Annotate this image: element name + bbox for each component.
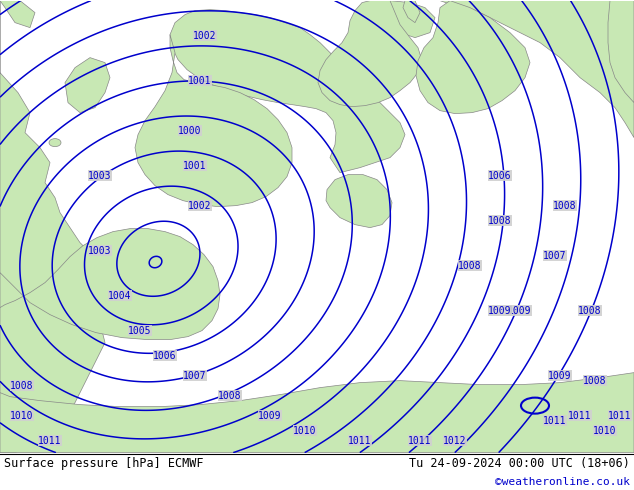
Polygon shape — [135, 35, 292, 207]
Polygon shape — [0, 372, 634, 453]
Text: Tu 24-09-2024 00:00 UTC (18+06): Tu 24-09-2024 00:00 UTC (18+06) — [409, 457, 630, 470]
Text: ©weatheronline.co.uk: ©weatheronline.co.uk — [495, 477, 630, 487]
Polygon shape — [318, 0, 422, 107]
Text: 1011: 1011 — [38, 436, 61, 445]
Text: 1007: 1007 — [543, 250, 567, 261]
Text: 1009: 1009 — [548, 370, 572, 381]
Text: 1011: 1011 — [348, 436, 372, 445]
Text: 1009: 1009 — [488, 306, 512, 316]
Text: 1009: 1009 — [258, 411, 281, 420]
Text: 1001: 1001 — [188, 75, 212, 86]
Polygon shape — [65, 58, 110, 113]
Text: 1004: 1004 — [108, 291, 132, 301]
Text: 1011: 1011 — [408, 436, 432, 445]
Polygon shape — [0, 0, 35, 27]
Text: 1009: 1009 — [508, 306, 532, 316]
Text: 1011: 1011 — [568, 411, 592, 420]
Text: 1003: 1003 — [88, 245, 112, 256]
Text: 1010: 1010 — [10, 411, 34, 420]
Text: 1007: 1007 — [183, 370, 207, 381]
Text: 1003: 1003 — [88, 171, 112, 181]
Text: 1012: 1012 — [443, 436, 467, 445]
Polygon shape — [170, 10, 405, 172]
Ellipse shape — [49, 139, 61, 147]
Text: 1008: 1008 — [458, 261, 482, 270]
Text: 1008: 1008 — [488, 216, 512, 225]
Text: 1011: 1011 — [608, 411, 631, 420]
Text: 1002: 1002 — [188, 200, 212, 211]
Text: 1008: 1008 — [583, 376, 607, 386]
Text: 1010: 1010 — [593, 426, 617, 436]
Text: Surface pressure [hPa] ECMWF: Surface pressure [hPa] ECMWF — [4, 457, 204, 470]
Text: 1006: 1006 — [488, 171, 512, 181]
Text: 1008: 1008 — [218, 391, 242, 401]
Text: 1001: 1001 — [183, 161, 207, 171]
Polygon shape — [608, 0, 634, 102]
Text: 1002: 1002 — [193, 30, 217, 41]
Text: 1010: 1010 — [294, 426, 317, 436]
Text: 1008: 1008 — [578, 306, 602, 316]
Text: 1008: 1008 — [10, 381, 34, 391]
Polygon shape — [416, 0, 530, 114]
Text: 1006: 1006 — [153, 351, 177, 361]
Text: 1008: 1008 — [553, 200, 577, 211]
Polygon shape — [380, 0, 435, 38]
Text: 1011: 1011 — [543, 416, 567, 426]
Polygon shape — [440, 0, 634, 138]
Polygon shape — [0, 0, 105, 453]
Polygon shape — [326, 174, 392, 228]
Polygon shape — [403, 0, 420, 23]
Polygon shape — [0, 229, 220, 340]
Text: 1000: 1000 — [178, 125, 202, 136]
Text: 1005: 1005 — [128, 326, 152, 336]
